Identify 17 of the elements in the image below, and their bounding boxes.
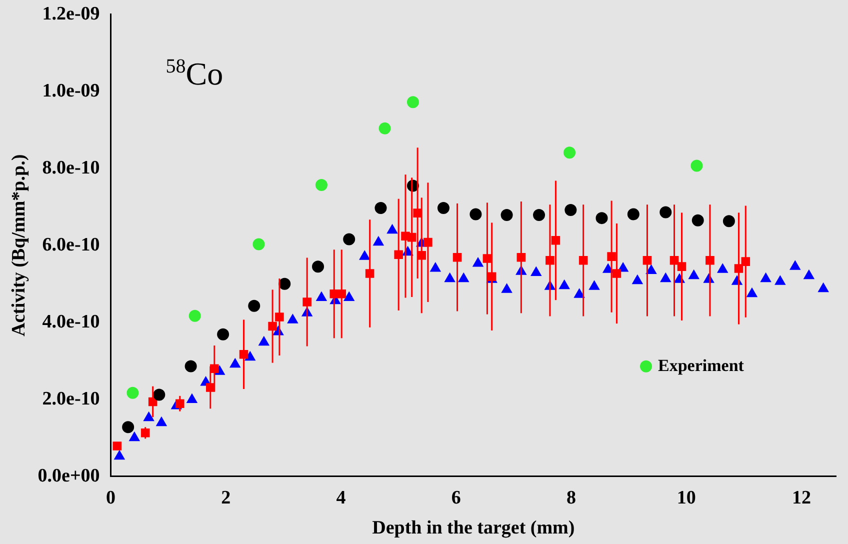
x-tick-label: 10 xyxy=(676,488,696,509)
x-tick-label: 6 xyxy=(451,488,461,509)
x-tick-label: 4 xyxy=(336,488,346,509)
y-tick-label: 8.0e-10 xyxy=(42,157,100,178)
y-tick-label: 1.0e-09 xyxy=(42,80,100,102)
x-tick-label: 2 xyxy=(221,488,231,509)
x-tick-label: 12 xyxy=(792,488,811,509)
legend-label: Experiment xyxy=(658,356,744,375)
y-tick-label: 2.0e-10 xyxy=(42,388,100,410)
x-axis-title: Depth in the target (mm) xyxy=(372,518,575,539)
y-tick-label: 1.2e-09 xyxy=(42,3,100,24)
y-tick-label: 4.0e-10 xyxy=(42,311,100,332)
y-tick-label: 6.0e-10 xyxy=(42,234,100,256)
x-tick-label: 8 xyxy=(566,488,576,509)
y-axis-title: Activity (Bq/mm*p.p.) xyxy=(8,154,30,336)
x-tick-label: 0 xyxy=(106,488,116,509)
y-tick-label: 0.0e+00 xyxy=(38,465,100,486)
